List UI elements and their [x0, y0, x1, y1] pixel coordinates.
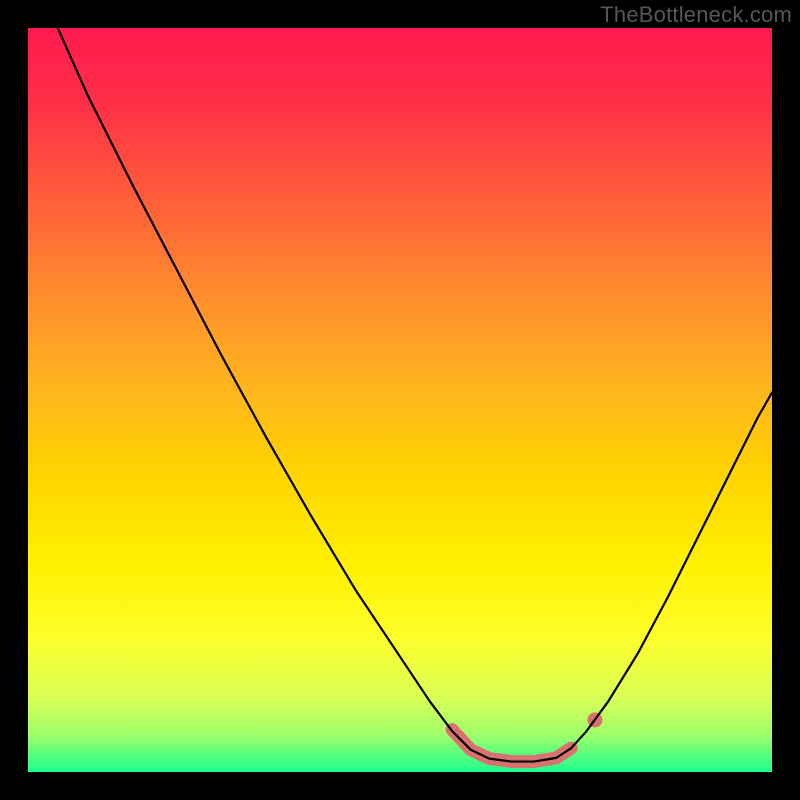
- bottleneck-chart-svg: [28, 28, 772, 772]
- watermark-text: TheBottleneck.com: [600, 2, 792, 28]
- gradient-background: [28, 28, 772, 772]
- plot-area: [28, 28, 772, 772]
- chart-frame: TheBottleneck.com: [0, 0, 800, 800]
